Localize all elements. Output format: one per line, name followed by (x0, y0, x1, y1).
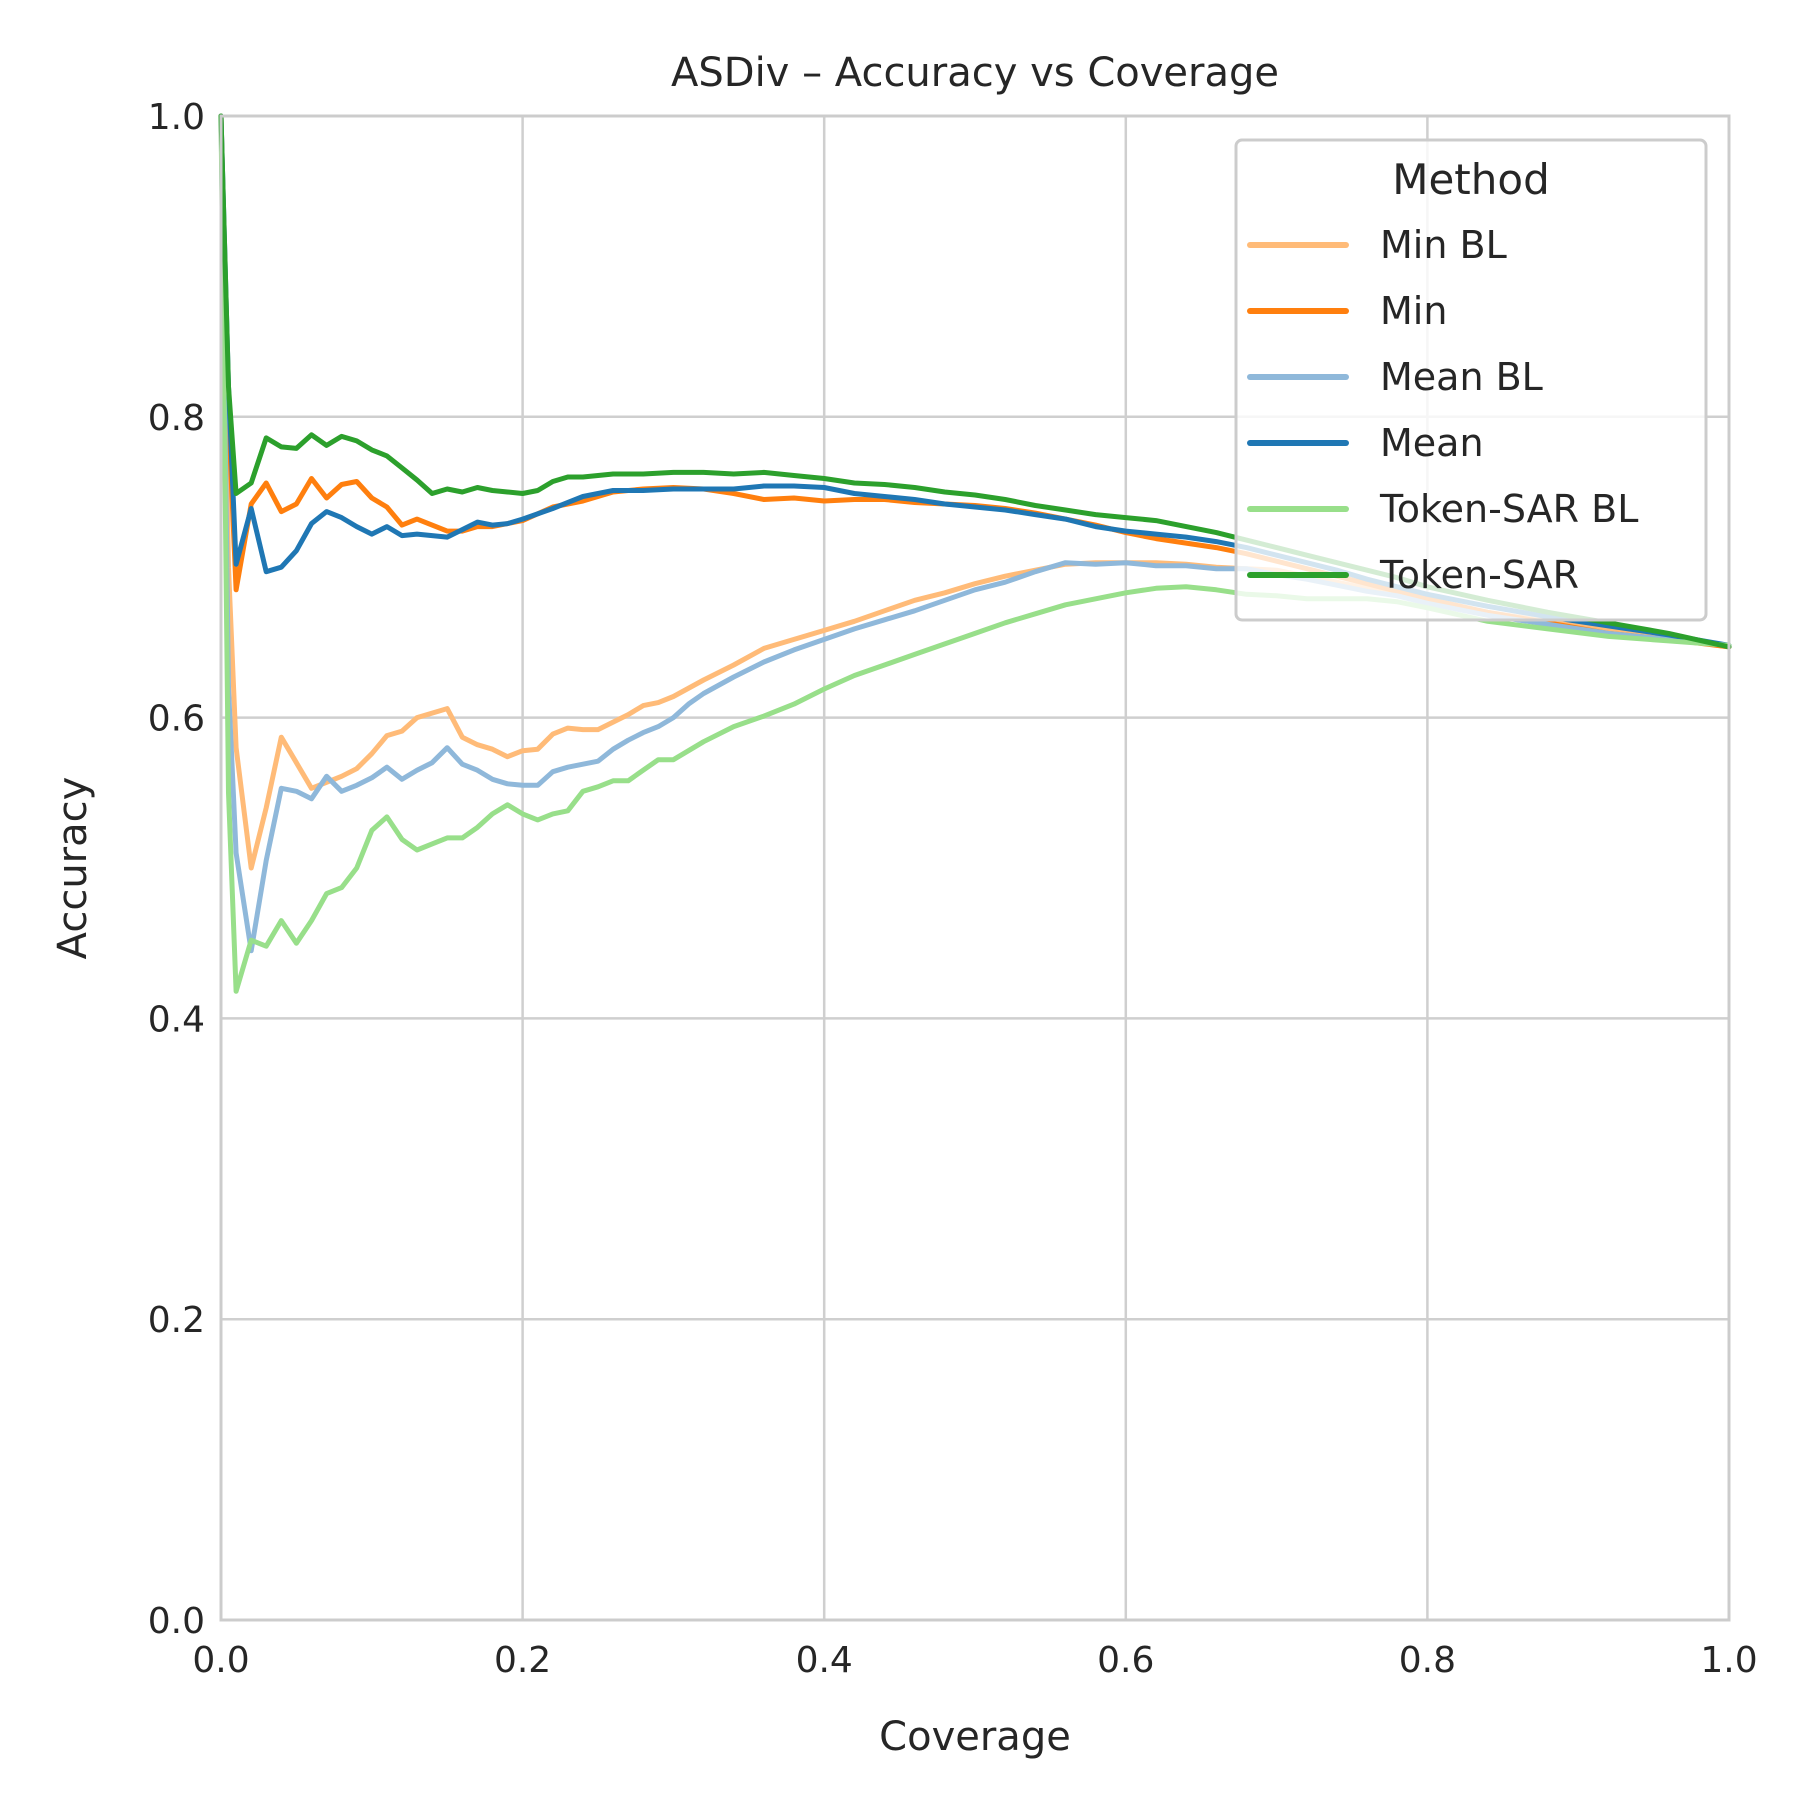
x-tick-label: 1.0 (1700, 1640, 1757, 1681)
x-tick-label: 0.6 (1097, 1640, 1154, 1681)
legend-entry-label: Token-SAR (1379, 553, 1579, 597)
chart-title: ASDiv – Accuracy vs Coverage (671, 50, 1279, 96)
x-tick-label: 0.0 (192, 1640, 249, 1681)
legend-box (1234, 138, 1708, 622)
legend-entry-label: Mean (1380, 421, 1484, 465)
y-tick-label: 0.6 (148, 699, 205, 740)
legend: Method Min BL Min Mean BL Mean Token-SAR BL T… (1234, 138, 1708, 622)
plot-frame (219, 114, 1731, 1622)
y-tick-label: 1.0 (148, 97, 205, 138)
y-tick-labels: 0.0 0.2 0.4 0.6 0.8 1.0 (148, 97, 205, 1642)
legend-entry-label: Min (1380, 289, 1447, 333)
legend-entry-label: Token-SAR BL (1379, 487, 1638, 531)
y-axis-label: Accuracy (50, 777, 96, 960)
y-tick-label: 0.2 (148, 1300, 205, 1341)
x-tick-label: 0.2 (494, 1640, 551, 1681)
legend-entry-label: Min BL (1380, 223, 1507, 267)
x-tick-label: 0.8 (1399, 1640, 1456, 1681)
y-tick-label: 0.4 (148, 999, 205, 1040)
x-axis-label: Coverage (879, 1714, 1071, 1760)
y-tick-label: 0.0 (148, 1601, 205, 1642)
x-tick-label: 0.4 (796, 1640, 853, 1681)
legend-entry-label: Mean BL (1380, 355, 1543, 399)
y-tick-label: 0.8 (148, 398, 205, 439)
x-tick-labels: 0.0 0.2 0.4 0.6 0.8 1.0 (192, 1640, 1757, 1681)
legend-title: Method (1392, 155, 1550, 204)
